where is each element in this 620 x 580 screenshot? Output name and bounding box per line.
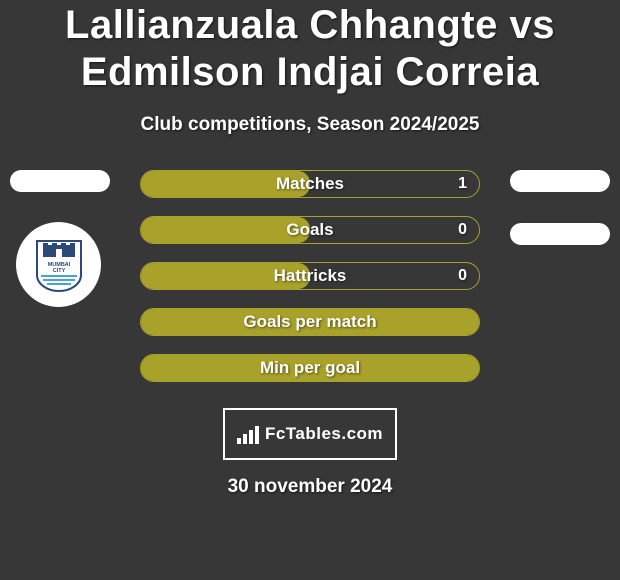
stat-row: Goals 0 <box>140 216 480 244</box>
stat-bar-fill <box>141 217 310 243</box>
subtitle: Club competitions, Season 2024/2025 <box>0 114 620 136</box>
player-pill-right-2 <box>510 223 610 245</box>
svg-text:CITY: CITY <box>52 268 65 274</box>
stat-value: 0 <box>458 221 467 239</box>
club-crest: MUMBAI CITY <box>16 222 101 307</box>
branding-box: FcTables.com <box>223 408 397 460</box>
stat-value: 1 <box>458 175 467 193</box>
footer-date: 30 november 2024 <box>0 476 620 498</box>
player-pill-right-1 <box>510 170 610 192</box>
bars-icon <box>237 424 261 444</box>
stat-bars: Matches 1 Goals 0 Hattricks 0 Goals per match M… <box>140 170 480 400</box>
player-pill-left <box>10 170 110 192</box>
comparison-chart: MUMBAI CITY Matches1Goals0Hattricks0Goal… <box>0 170 620 400</box>
infographic-container: Lallianzuala Chhangte vs Edmilson Indjai… <box>0 0 620 580</box>
stat-value: 0 <box>458 267 467 285</box>
stat-row: Matches 1 <box>140 170 480 198</box>
stat-row: Goals per match <box>140 308 480 336</box>
stat-label: Min per goal <box>260 358 360 378</box>
stat-label: Matches <box>276 174 344 194</box>
stat-label: Hattricks <box>274 266 347 286</box>
branding-text: FcTables.com <box>265 424 383 444</box>
stat-label: Goals per match <box>243 312 376 332</box>
page-title: Lallianzuala Chhangte vs Edmilson Indjai… <box>0 2 620 96</box>
stat-row: Hattricks 0 <box>140 262 480 290</box>
stat-row: Min per goal <box>140 354 480 382</box>
stat-label: Goals <box>286 220 333 240</box>
club-crest-icon: MUMBAI CITY <box>29 235 89 295</box>
